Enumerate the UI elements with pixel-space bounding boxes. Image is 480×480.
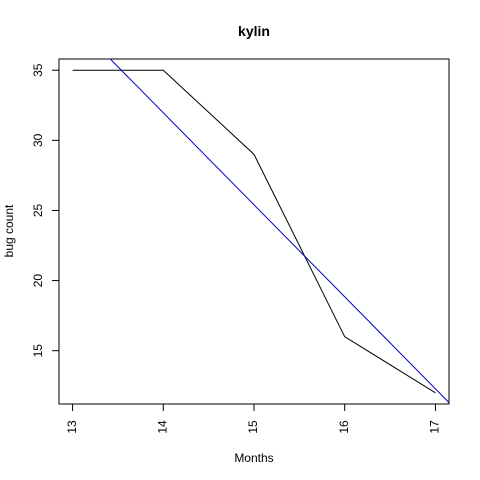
x-tick-label: 13 — [65, 420, 79, 434]
y-axis-label: bug count — [2, 204, 16, 257]
y-tick-label: 20 — [31, 274, 45, 288]
chart-title: kylin — [238, 23, 270, 39]
series-layer — [72, 59, 449, 403]
y-tick-label: 35 — [31, 63, 45, 77]
plot-frame — [58, 58, 450, 405]
x-tick-label: 15 — [246, 420, 260, 434]
y-tick-label: 15 — [31, 344, 45, 358]
x-tick-label: 14 — [155, 420, 169, 434]
x-tick-label: 17 — [428, 420, 442, 434]
x-axis: 13 14 15 16 17 — [65, 404, 442, 434]
y-tick-label: 25 — [31, 203, 45, 217]
x-tick-label: 16 — [337, 420, 351, 434]
bug-count-line — [72, 69, 436, 394]
y-tick-label: 30 — [31, 133, 45, 147]
y-axis: 15 20 25 30 35 — [31, 63, 59, 357]
trend-line — [109, 59, 449, 403]
x-axis-label: Months — [234, 451, 273, 465]
